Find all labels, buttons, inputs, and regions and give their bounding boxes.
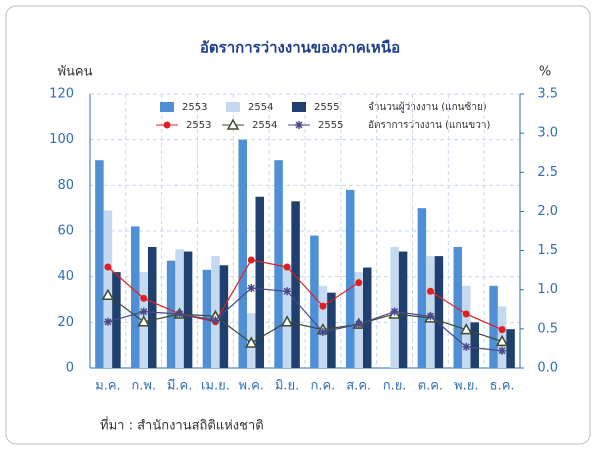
bar [148, 246, 157, 368]
line-marker [390, 307, 399, 316]
x-tick-label: พ.ย. [454, 379, 478, 394]
y2-tick-label: 1.5 [537, 243, 558, 258]
line-marker [354, 320, 363, 329]
line-marker [101, 288, 115, 300]
legend-swatch [292, 102, 306, 112]
x-tick-label: มิ.ย. [275, 379, 299, 394]
bar [434, 256, 444, 368]
legend-label: 2555 [318, 120, 343, 131]
legend-label: 2554 [252, 120, 277, 131]
line-marker [283, 287, 292, 296]
y2-tick-label: 0.0 [537, 361, 558, 376]
y-tick-label: 120 [49, 87, 74, 102]
line-marker [355, 279, 363, 287]
y2-axis-label: % [539, 65, 551, 80]
line-marker [103, 317, 112, 326]
y-axis-label: พันคน [57, 65, 92, 80]
line-marker [318, 327, 327, 336]
line-marker [462, 310, 470, 318]
bar [398, 251, 408, 368]
line-marker [247, 284, 256, 293]
line-marker [426, 312, 435, 321]
bar [166, 260, 176, 368]
line-marker [498, 326, 506, 334]
bar [238, 139, 247, 368]
legend-group-label: จำนวนผู้ว่างงาน (แกนซ้าย) [368, 101, 487, 113]
line-marker [426, 287, 434, 295]
y2-tick-label: 1.0 [537, 282, 558, 297]
line [107, 294, 503, 344]
line-marker [139, 307, 148, 316]
line-marker [175, 309, 184, 318]
y-tick-label: 0 [66, 361, 74, 376]
y-tick-label: 60 [57, 224, 74, 239]
line-marker [244, 336, 258, 348]
legend-label: 2555 [314, 102, 339, 113]
bar [291, 201, 300, 368]
legend-swatch [160, 102, 174, 112]
chart-title: อัตราการว่างงานของภาคเหนือ [200, 39, 400, 57]
bar [274, 160, 283, 368]
y2-tick-label: 2.0 [537, 204, 558, 219]
legend-label: 2554 [248, 102, 273, 113]
line-marker [283, 263, 291, 271]
x-tick-label: ก.ค. [310, 379, 335, 394]
line-marker [295, 121, 303, 129]
y2-tick-label: 3.5 [537, 87, 558, 102]
line-marker [104, 263, 112, 271]
line-marker [211, 316, 220, 325]
line-marker [319, 302, 327, 310]
line-marker [459, 323, 473, 335]
x-tick-label: พ.ค. [238, 379, 264, 394]
bar [183, 251, 193, 368]
line-marker [226, 118, 240, 130]
source: ที่มา : สำนักงานสถิติแห่งชาติ [100, 417, 264, 434]
legend-label: 2553 [186, 120, 211, 131]
bar [131, 226, 140, 368]
bar [489, 285, 498, 368]
x-tick-label: ธ.ค. [490, 379, 515, 394]
legend-label: 2553 [182, 102, 207, 113]
bar [112, 272, 121, 368]
bar [219, 265, 229, 368]
x-tick-label: ม.ค. [95, 379, 121, 394]
line-marker [140, 294, 148, 302]
bar [346, 189, 355, 368]
bar [255, 196, 264, 368]
line-marker [498, 346, 507, 355]
legend-swatch [226, 102, 240, 112]
line-marker [280, 315, 294, 327]
line-marker [163, 121, 171, 129]
legend-group-label: อัตราการว่างงาน (แกนขวา) [368, 120, 490, 131]
y2-tick-label: 0.5 [537, 321, 558, 336]
y2-tick-label: 3.0 [537, 126, 558, 141]
x-tick-label: ก.ย. [383, 379, 407, 394]
line [107, 287, 503, 352]
line-marker [247, 256, 255, 264]
x-tick-label: เม.ย. [201, 379, 230, 394]
y-tick-label: 100 [49, 132, 74, 147]
bar [506, 329, 515, 368]
y-tick-label: 20 [57, 315, 74, 330]
bar [453, 246, 462, 368]
y-tick-label: 80 [57, 178, 74, 193]
line-marker [462, 342, 471, 351]
bar [363, 267, 372, 368]
bar [417, 208, 427, 368]
x-tick-label: ต.ค. [418, 379, 443, 394]
x-tick-label: ส.ค. [346, 379, 371, 394]
x-tick-label: ก.พ. [131, 379, 156, 394]
bar [95, 160, 104, 368]
line-marker [137, 315, 151, 327]
line-marker [495, 334, 509, 347]
bar [470, 322, 479, 368]
bar [310, 235, 319, 368]
x-tick-label: มี.ค. [167, 378, 193, 394]
y2-tick-label: 2.5 [537, 165, 558, 180]
y-tick-label: 40 [57, 269, 74, 284]
